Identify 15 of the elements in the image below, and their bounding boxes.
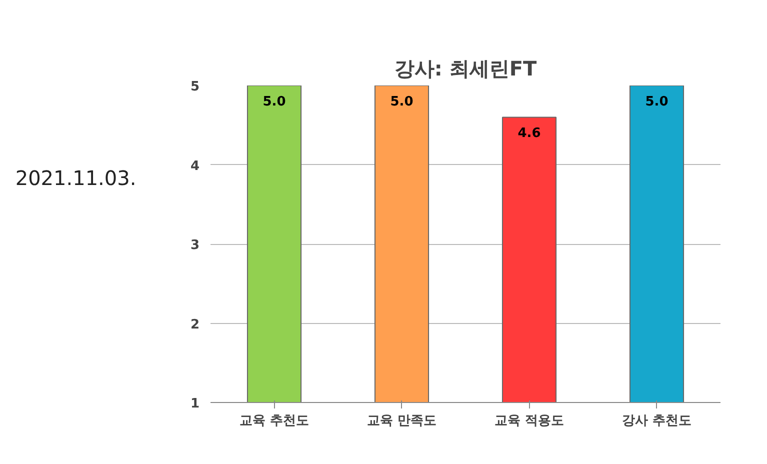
data-label: 4.6 xyxy=(518,126,541,142)
x-tick-label: 교육 적용도 xyxy=(494,414,564,428)
y-tick-label: 2 xyxy=(190,317,200,332)
y-tick-label: 3 xyxy=(190,238,200,253)
x-tick-label: 교육 만족도 xyxy=(366,414,437,428)
y-tick-label: 4 xyxy=(190,158,200,174)
y-tick-label: 1 xyxy=(190,396,200,412)
data-label: 5.0 xyxy=(390,94,414,110)
x-tick-label: 교육 추천도 xyxy=(239,414,310,428)
data-label: 5.0 xyxy=(262,94,286,110)
chart-title: 강사: 최세린FT xyxy=(394,56,537,80)
data-label: 5.0 xyxy=(645,94,668,110)
y-tick-label: 5 xyxy=(190,80,200,94)
x-tick-label: 강사 추천도 xyxy=(622,414,692,428)
text: 2021.11.03. xyxy=(15,166,136,190)
